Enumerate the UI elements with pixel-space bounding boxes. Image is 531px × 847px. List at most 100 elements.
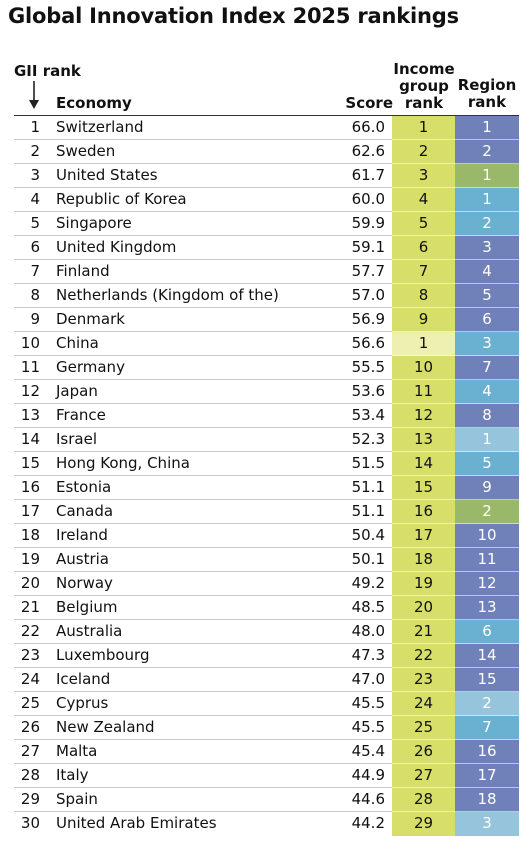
region-rank-cell: 3 [455,812,519,836]
gii-rank-cell: 10 [20,334,40,352]
region-rank-cell: 15 [455,668,519,692]
table-row: 7 Finland 57.7 7 4 [0,260,531,284]
score-cell: 51.1 [351,478,385,496]
score-cell: 51.1 [351,502,385,520]
gii-rank-cell: 24 [20,670,40,688]
header-divider [14,115,519,116]
row-divider [392,451,519,452]
income-rank-cell: 24 [392,692,455,716]
row-divider [14,475,392,476]
gii-rank-cell: 15 [20,454,40,472]
table-row: 26 New Zealand 45.5 25 7 [0,716,531,740]
row-divider [392,643,519,644]
economy-cell: Spain [56,790,98,808]
gii-rank-cell: 6 [30,238,40,256]
region-rank-cell: 4 [455,260,519,284]
score-cell: 44.9 [351,766,385,784]
row-divider [14,763,392,764]
region-rank-cell: 4 [455,380,519,404]
region-rank-cell: 16 [455,740,519,764]
gii-rank-cell: 8 [30,286,40,304]
gii-rank-cell: 21 [20,598,40,616]
region-rank-cell: 2 [455,212,519,236]
row-divider [14,331,392,332]
region-rank-cell: 1 [455,428,519,452]
row-divider [14,379,392,380]
row-divider [392,379,519,380]
gii-rank-cell: 18 [20,526,40,544]
gii-rank-cell: 23 [20,646,40,664]
economy-cell: New Zealand [56,718,155,736]
score-cell: 44.6 [351,790,385,808]
score-cell: 57.7 [351,262,385,280]
region-rank-cell: 2 [455,692,519,716]
score-cell: 50.4 [351,526,385,544]
gii-rank-cell: 3 [30,166,40,184]
table-row: 21 Belgium 48.5 20 13 [0,596,531,620]
income-rank-cell: 28 [392,788,455,812]
row-divider [14,667,392,668]
table-row: 18 Ireland 50.4 17 10 [0,524,531,548]
row-divider [392,307,519,308]
region-rank-cell: 2 [455,500,519,524]
page-title: Global Innovation Index 2025 rankings [8,4,459,28]
row-divider [14,715,392,716]
row-divider [392,763,519,764]
row-divider [392,547,519,548]
gii-rank-cell: 5 [30,214,40,232]
score-cell: 56.6 [351,334,385,352]
economy-cell: Italy [56,766,89,784]
row-divider [392,187,519,188]
row-divider [14,235,392,236]
row-divider [392,259,519,260]
row-divider [392,715,519,716]
score-cell: 47.0 [351,670,385,688]
region-rank-cell: 1 [455,164,519,188]
score-cell: 50.1 [351,550,385,568]
economy-cell: Norway [56,574,113,592]
income-rank-cell: 2 [392,140,455,164]
economy-cell: Netherlands (Kingdom of the) [56,286,279,304]
income-rank-cell: 1 [392,116,455,140]
gii-rank-cell: 17 [20,502,40,520]
row-divider [14,643,392,644]
income-rank-cell: 10 [392,356,455,380]
gii-rank-cell: 26 [20,718,40,736]
row-divider [14,163,392,164]
row-divider [14,547,392,548]
income-rank-cell: 22 [392,644,455,668]
score-cell: 44.2 [351,814,385,832]
income-rank-cell: 11 [392,380,455,404]
table-row: 14 Israel 52.3 13 1 [0,428,531,452]
score-cell: 48.5 [351,598,385,616]
row-divider [392,403,519,404]
economy-cell: Ireland [56,526,108,544]
table-row: 12 Japan 53.6 11 4 [0,380,531,404]
economy-cell: Singapore [56,214,132,232]
row-divider [14,811,392,812]
economy-cell: United Arab Emirates [56,814,217,832]
economy-cell: Austria [56,550,109,568]
row-divider [14,499,392,500]
row-divider [14,283,392,284]
income-rank-cell: 25 [392,716,455,740]
row-divider [14,739,392,740]
gii-rank-cell: 14 [20,430,40,448]
table-row: 4 Republic of Korea 60.0 4 1 [0,188,531,212]
income-rank-cell: 26 [392,740,455,764]
table-row: 9 Denmark 56.9 9 6 [0,308,531,332]
row-divider [392,283,519,284]
economy-cell: Cyprus [56,694,109,712]
income-rank-cell: 29 [392,812,455,836]
row-divider [14,691,392,692]
row-divider [392,139,519,140]
region-header-line: rank [467,93,507,111]
income-rank-cell: 21 [392,620,455,644]
row-divider [392,691,519,692]
income-rank-cell: 7 [392,260,455,284]
table-row: 25 Cyprus 45.5 24 2 [0,692,531,716]
row-divider [392,211,519,212]
region-rank-cell: 5 [455,452,519,476]
gii-rank-cell: 20 [20,574,40,592]
table-row: 22 Australia 48.0 21 6 [0,620,531,644]
